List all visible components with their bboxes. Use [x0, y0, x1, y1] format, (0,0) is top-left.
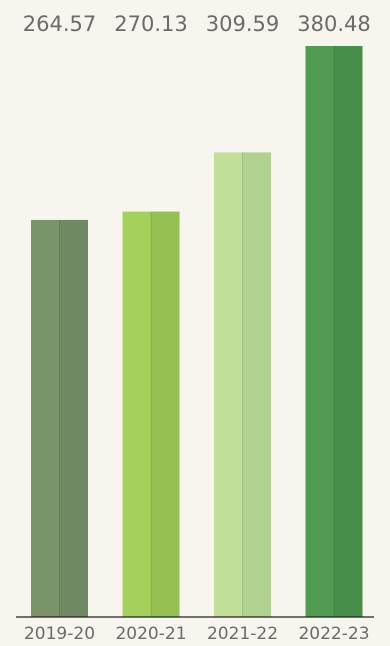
bar-2020-21	[122, 211, 180, 617]
bar-2019-20-face	[31, 219, 60, 617]
value-label-2022-23: 380.48	[297, 12, 370, 36]
category-label-2020-21: 2020-21	[115, 624, 186, 644]
value-labels-group: 264.57 270.13 309.59 380.48	[23, 12, 371, 36]
bar-2021-22-face	[214, 152, 243, 618]
value-label-2021-22: 309.59	[206, 12, 279, 36]
bar-2019-20	[31, 219, 88, 617]
bar-2020-21-face	[122, 211, 151, 617]
category-label-2021-22: 2021-22	[207, 624, 278, 644]
bar-2021-22-side	[242, 152, 271, 618]
bars-group	[31, 46, 363, 618]
category-label-2022-23: 2022-23	[298, 624, 369, 644]
bar-2020-21-side	[151, 211, 180, 617]
bar-2022-23-face	[305, 46, 334, 617]
bar-2019-20-side	[59, 219, 88, 617]
value-label-2020-21: 270.13	[114, 12, 187, 36]
value-label-2019-20: 264.57	[23, 12, 96, 36]
category-labels-group: 2019-20 2020-21 2021-22 2022-23	[24, 624, 370, 644]
bar-2022-23-side	[334, 46, 363, 617]
bar-2022-23	[305, 46, 363, 617]
category-label-2019-20: 2019-20	[24, 624, 95, 644]
bar-2021-22	[214, 152, 271, 618]
